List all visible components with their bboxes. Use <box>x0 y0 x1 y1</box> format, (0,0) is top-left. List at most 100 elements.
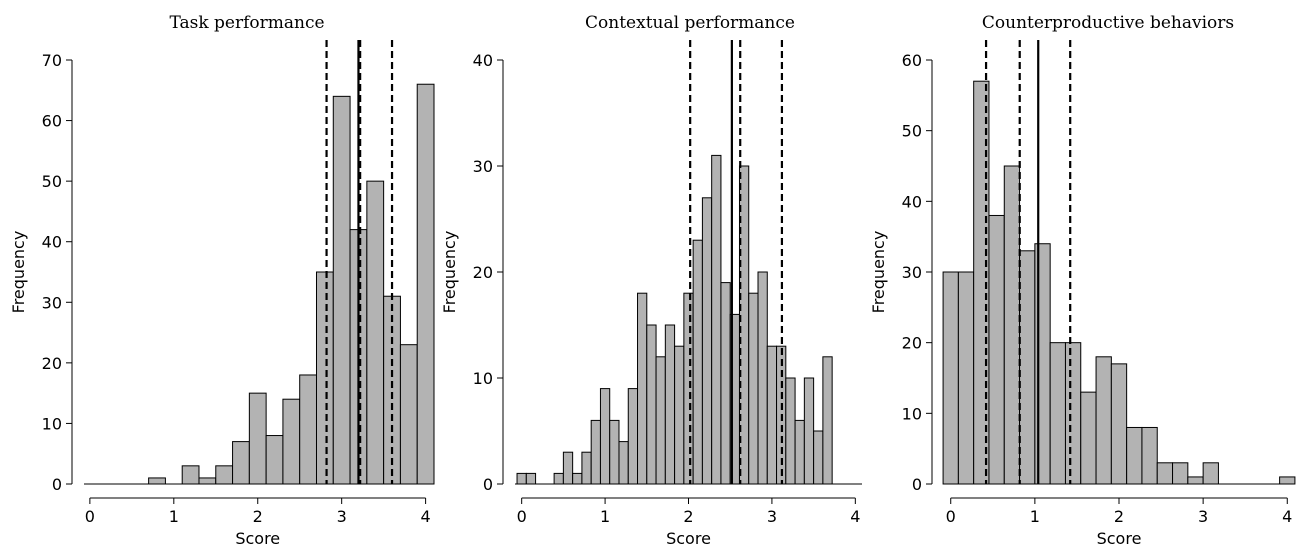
histogram-bar <box>664 324 676 485</box>
y-tick-label: 40 <box>473 51 493 70</box>
histogram-bar <box>1110 363 1128 485</box>
y-tick-label: 0 <box>912 475 922 494</box>
histogram-bar <box>148 477 166 485</box>
x-tick-label: 3 <box>1198 507 1208 526</box>
x-tick-label: 1 <box>600 507 610 526</box>
x-tick-label: 4 <box>850 507 860 526</box>
histogram-bar <box>785 377 796 485</box>
y-tick-label: 10 <box>473 369 493 388</box>
x-tick-label: 1 <box>169 507 179 526</box>
histogram-bar <box>562 451 574 485</box>
y-tick-label: 10 <box>902 404 922 423</box>
y-axis-label: Frequency <box>440 231 459 314</box>
histogram-bar <box>637 292 648 485</box>
histogram-bar <box>1172 462 1189 485</box>
histogram-bar <box>581 451 592 485</box>
chart-title: Contextual performance <box>585 13 795 33</box>
y-tick-label: 60 <box>902 51 922 70</box>
chart-panel-2: Contextual performance 0 10 20 30 40 0 1 2 3 4 Scor… <box>440 13 862 548</box>
histogram-bar <box>720 282 731 485</box>
histogram-bar <box>813 430 824 485</box>
histogram-bar <box>942 271 959 485</box>
histogram-bar <box>609 419 620 485</box>
histogram-bar <box>232 441 250 485</box>
histogram-bar <box>1156 462 1174 485</box>
histogram-bar <box>627 388 639 485</box>
histogram-bar <box>1141 426 1158 485</box>
chart-panel-3: Counterproductive behaviors0102030405060… <box>869 13 1296 548</box>
histogram-bar <box>299 374 317 485</box>
x-tick-label: 0 <box>517 507 527 526</box>
histogram-bar <box>674 345 685 485</box>
histogram-bar <box>1049 342 1066 485</box>
histogram-bar <box>988 214 1005 485</box>
histogram-bar <box>683 292 694 485</box>
y-tick-label: 30 <box>473 157 493 176</box>
histogram-bar <box>1187 476 1204 485</box>
histogram-bar <box>198 477 217 485</box>
x-tick-label: 2 <box>1114 507 1124 526</box>
histogram-bar <box>1126 426 1143 485</box>
histogram-bar <box>711 154 722 485</box>
histogram-bar <box>265 435 284 485</box>
y-tick-label: 30 <box>42 293 62 312</box>
histogram-bar <box>599 388 611 485</box>
chart-title: Task performance <box>169 13 324 33</box>
x-axis-label: Score <box>1097 529 1142 548</box>
y-tick-label: 0 <box>52 475 62 494</box>
y-tick-label: 50 <box>42 172 62 191</box>
y-axis-label: Frequency <box>869 231 888 314</box>
histogram-bar <box>1080 391 1097 485</box>
histogram-bar <box>766 345 778 485</box>
x-tick-label: 4 <box>1282 507 1292 526</box>
histogram-bar <box>572 472 583 485</box>
y-tick-label: 50 <box>902 122 922 141</box>
y-tick-label: 60 <box>42 112 62 131</box>
x-tick-label: 2 <box>683 507 693 526</box>
x-tick-label: 3 <box>767 507 777 526</box>
y-tick-label: 40 <box>902 192 922 211</box>
histogram-bar <box>553 472 564 485</box>
x-tick-label: 4 <box>421 507 431 526</box>
x-axis-label: Score <box>235 529 280 548</box>
y-tick-label: 20 <box>902 334 922 353</box>
histogram-bar <box>618 441 629 485</box>
histogram-bar <box>181 465 200 485</box>
chart-panel-1: Task performance 0 10 20 30 40 50 60 70 0 1 2 3 4 Scor… <box>9 13 435 548</box>
histogram-bar <box>1003 165 1021 485</box>
histogram-bar <box>590 419 601 485</box>
y-tick-label: 10 <box>42 414 62 433</box>
histogram-bar <box>332 95 351 485</box>
histogram-bar <box>655 356 666 485</box>
x-tick-label: 2 <box>253 507 263 526</box>
y-tick-label: 20 <box>473 263 493 282</box>
y-tick-label: 40 <box>42 233 62 252</box>
histogram-bar <box>366 180 385 485</box>
x-tick-label: 0 <box>85 507 95 526</box>
histogram-bar <box>399 344 418 485</box>
y-tick-label: 70 <box>42 51 62 70</box>
histogram-bar <box>1064 342 1082 485</box>
histogram-bar <box>525 472 537 485</box>
histogram-bar <box>282 398 301 485</box>
histogram-bar <box>215 465 234 485</box>
histogram-bar <box>701 197 713 485</box>
y-tick-label: 30 <box>902 263 922 282</box>
histogram-bar <box>416 83 435 485</box>
histogram-bar <box>1279 476 1296 485</box>
histogram-bar <box>1202 462 1219 485</box>
histogram-bar <box>315 271 334 485</box>
histogram-bar <box>1095 356 1112 485</box>
x-tick-label: 3 <box>337 507 347 526</box>
x-axis-label: Score <box>666 529 711 548</box>
histogram-bar <box>957 271 975 485</box>
y-tick-label: 0 <box>483 475 493 494</box>
histogram-bar <box>692 239 703 485</box>
histogram-bar <box>1019 250 1036 485</box>
histogram-bar <box>822 356 833 485</box>
y-tick-label: 20 <box>42 354 62 373</box>
histogram-bar <box>516 472 527 485</box>
histogram-bar <box>383 295 401 485</box>
histogram-bar <box>803 377 815 485</box>
